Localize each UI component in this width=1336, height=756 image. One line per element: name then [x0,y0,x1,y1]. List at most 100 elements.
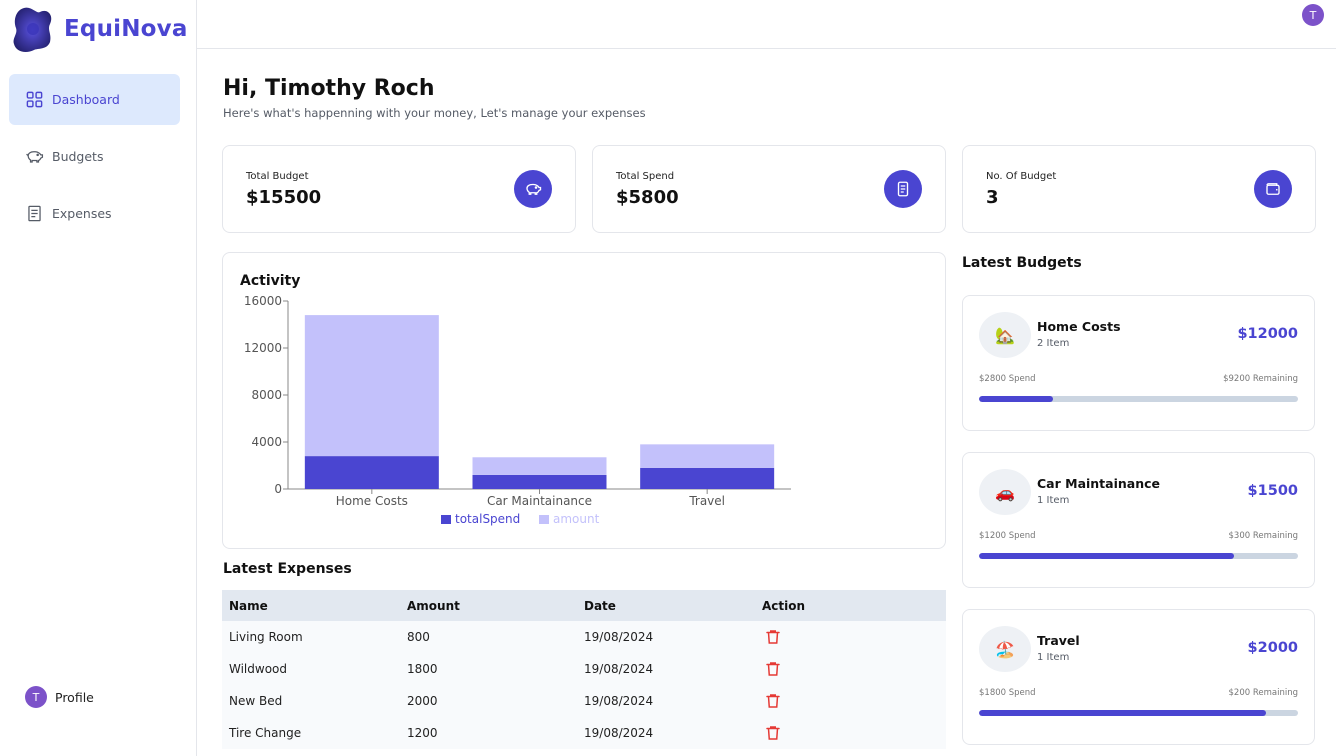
table-row: New Bed 2000 19/08/2024 [222,685,946,717]
latest-budgets-title: Latest Budgets [962,255,1082,271]
trash-icon [766,630,780,644]
column-header: Name [229,598,268,613]
budget-name: Car Maintainance [1037,476,1160,491]
activity-chart-card: Activity 0 4000 8000 12000 16000 Home Costs Ca… [222,252,946,549]
legend-swatch [441,515,451,524]
progress-track [979,710,1298,716]
stat-card-total-spend: Total Spend $5800 [592,145,946,233]
user-avatar[interactable]: T [1302,4,1324,26]
expense-amount: 1800 [407,662,438,676]
y-tick-label: 8000 [251,388,282,402]
delete-button[interactable] [755,628,946,646]
x-tick-label: Travel [688,494,725,508]
sidebar-item-budgets[interactable]: Budgets [9,131,180,182]
expense-date: 19/08/2024 [584,694,654,708]
trash-icon [766,726,780,740]
wallet-icon [1254,170,1292,208]
latest-expenses-title: Latest Expenses [223,561,352,577]
budget-spend: $1200 Spend [979,531,1036,541]
table-row: Living Room 800 19/08/2024 [222,621,946,653]
progress-fill [979,396,1054,402]
budget-remaining: $9200 Remaining [1223,374,1298,384]
stat-label: Total Budget [246,171,309,182]
stat-card-budget-count: No. Of Budget 3 [962,145,1316,233]
progress-track [979,396,1298,402]
expense-name: Wildwood [229,662,288,676]
stat-value: $5800 [616,187,679,208]
legend-swatch [539,515,549,524]
stat-value: 3 [986,187,999,208]
expense-date: 19/08/2024 [584,726,654,740]
grid-icon [26,91,43,108]
budget-name: Home Costs [1037,319,1121,334]
progress-fill [979,553,1235,559]
budget-total: $12000 [1237,326,1298,342]
table-row: Wildwood 1800 19/08/2024 [222,653,946,685]
x-tick-label: Home Costs [336,494,408,508]
budget-item-count: 1 Item [1037,495,1070,506]
delete-button[interactable] [755,692,946,710]
column-header: Action [762,598,806,613]
budget-card[interactable]: 🚗 Car Maintainance 1 Item $1500 $1200 Sp… [962,452,1315,588]
bar-amount [472,457,607,475]
budget-spend: $2800 Spend [979,374,1036,384]
sidebar-nav: Dashboard Budgets Expenses [9,74,180,245]
progress-fill [979,710,1267,716]
car-icon: 🚗 [979,469,1031,515]
profile-link[interactable]: T Profile [25,686,94,708]
sidebar-item-label: Expenses [52,206,112,221]
expense-name: Tire Change [229,726,302,740]
document-icon [28,205,41,222]
y-tick-label: 16000 [244,294,282,308]
budget-item-count: 2 Item [1037,338,1070,349]
expense-name: Living Room [229,630,303,644]
bar-amount [640,444,775,468]
budget-total: $1500 [1247,483,1298,499]
budget-card[interactable]: 🏡 Home Costs 2 Item $12000 $2800 Spend $… [962,295,1315,431]
sidebar-item-label: Dashboard [52,92,120,107]
expense-amount: 2000 [407,694,438,708]
sidebar-item-expenses[interactable]: Expenses [9,188,180,239]
page-title: Hi, Timothy Roch [223,76,435,101]
trash-icon [766,662,780,676]
expense-name: New Bed [229,694,283,708]
logo[interactable]: EquiNova [10,4,188,54]
expenses-table: Name Amount Date Action Living Room 800 … [222,590,946,749]
app-name: EquiNova [64,16,188,42]
y-tick-label: 4000 [251,435,282,449]
budget-item-count: 1 Item [1037,652,1070,663]
bar-totalSpend [472,474,607,489]
y-tick-label: 0 [274,482,282,496]
house-icon: 🏡 [979,312,1031,358]
stat-label: Total Spend [616,171,675,182]
budget-card[interactable]: 🏖️ Travel 1 Item $2000 $1800 Spend $200 … [962,609,1315,745]
column-header: Amount [407,598,460,613]
beach-icon: 🏖️ [979,626,1031,672]
sidebar-item-dashboard[interactable]: Dashboard [9,74,180,125]
delete-button[interactable] [755,724,946,742]
delete-button[interactable] [755,660,946,678]
bar-totalSpend [640,467,775,489]
avatar: T [25,686,47,708]
budget-remaining: $200 Remaining [1228,688,1298,698]
stat-label: No. Of Budget [986,171,1057,182]
logo-mark-icon [13,7,52,53]
sidebar-item-label: Budgets [52,149,104,164]
budget-name: Travel [1037,633,1080,648]
stat-value: $15500 [246,187,322,208]
topbar: T [197,0,1336,49]
y-tick-label: 12000 [244,341,282,355]
bar-amount [304,315,439,457]
piggy-bank-icon [26,151,44,163]
budget-total: $2000 [1247,640,1298,656]
activity-chart: 0 4000 8000 12000 16000 Home Costs Car Maintai… [244,294,791,526]
table-header: Name Amount Date Action [222,590,946,621]
expense-date: 19/08/2024 [584,630,654,644]
expense-date: 19/08/2024 [584,662,654,676]
legend-label: totalSpend [455,512,520,526]
page-subtitle: Here's what's happenning with your money… [223,106,646,120]
sidebar: EquiNova Dashboard Budgets [0,0,197,756]
stat-card-total-budget: Total Budget $15500 [222,145,576,233]
progress-track [979,553,1298,559]
